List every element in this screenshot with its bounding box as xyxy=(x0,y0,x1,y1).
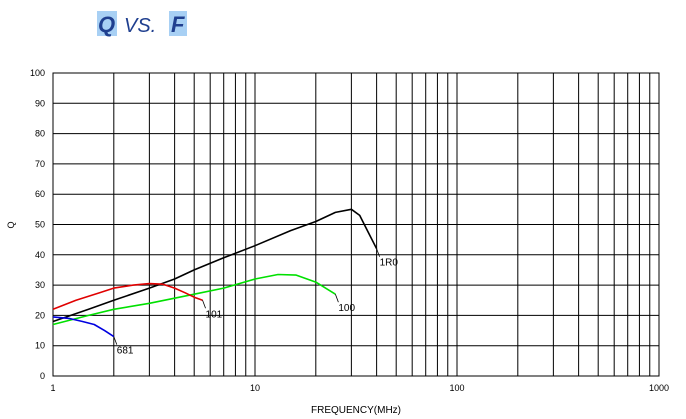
plot-grid xyxy=(52,72,660,377)
y-tick-label: 70 xyxy=(35,159,45,169)
series-line-681 xyxy=(52,316,115,338)
series-label-100: 100 xyxy=(338,303,355,314)
title-highlight-f xyxy=(169,11,187,36)
y-tick-label: 0 xyxy=(40,371,45,381)
series-line-100 xyxy=(52,273,336,326)
y-axis-label: Q xyxy=(6,221,16,228)
series-label-leader xyxy=(335,294,339,303)
y-tick-label: 30 xyxy=(35,280,45,290)
series-label-101: 101 xyxy=(206,309,223,320)
y-tick-label: 50 xyxy=(35,220,45,230)
series-line-101 xyxy=(52,282,203,311)
x-tick-label: 10 xyxy=(250,383,260,393)
series-line-1R0 xyxy=(52,208,378,323)
series-label-681: 681 xyxy=(117,346,134,357)
x-tick-label: 100 xyxy=(449,383,464,393)
series-labels: 1R0 100 101 681 xyxy=(113,248,399,357)
series-label-leader xyxy=(376,248,380,257)
chart-title: Q VS. F xyxy=(97,11,187,37)
series-label-leader xyxy=(113,336,118,345)
x-tick-label: 1 xyxy=(50,383,55,393)
y-tick-label: 100 xyxy=(30,68,45,78)
y-tick-label: 40 xyxy=(35,250,45,260)
series-label-leader xyxy=(202,300,206,309)
x-axis-label: FREQUENCY(MHz) xyxy=(311,405,401,416)
y-tick-label: 20 xyxy=(35,310,45,320)
series-label-1R0: 1R0 xyxy=(380,258,399,269)
y-tick-label: 80 xyxy=(35,129,45,139)
y-tick-labels: 0 10 20 30 40 50 60 70 80 90 100 xyxy=(30,68,45,381)
y-tick-label: 60 xyxy=(35,189,45,199)
title-vs: VS. xyxy=(124,15,156,37)
x-tick-labels: 1 10 100 1000 xyxy=(50,383,669,393)
y-tick-label: 10 xyxy=(35,341,45,351)
y-tick-label: 90 xyxy=(35,98,45,108)
series-lines xyxy=(52,208,378,338)
title-f: F xyxy=(171,12,185,37)
x-tick-label: 1000 xyxy=(649,383,669,393)
title-q: Q xyxy=(98,12,115,37)
title-highlight-q xyxy=(97,11,117,36)
